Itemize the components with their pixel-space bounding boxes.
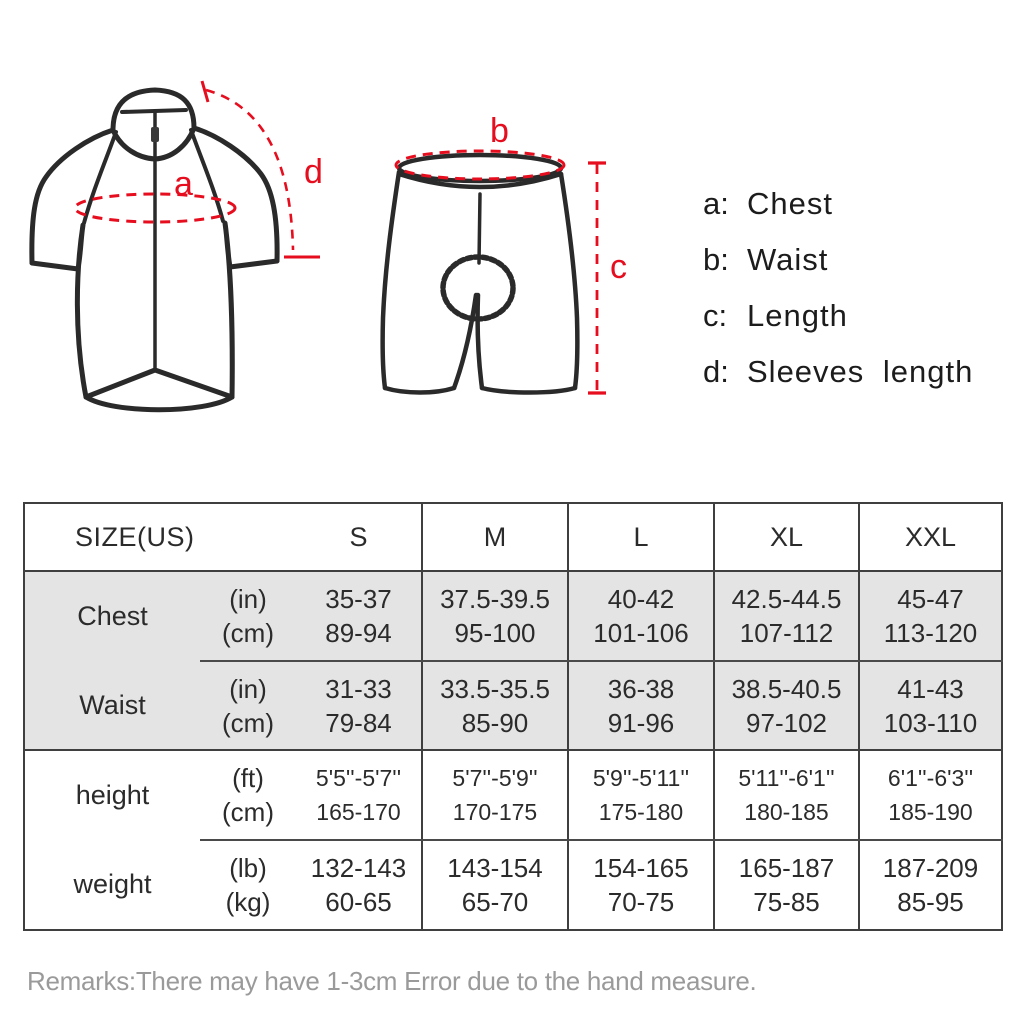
cell-chest-s: 35-37 89-94 [296, 571, 423, 662]
legend-item-a: a: Chest [703, 176, 973, 232]
row-units: (in) (cm) [200, 571, 297, 662]
legend-label: Sleeves length [747, 354, 974, 389]
table-row-weight: weight (lb) (kg) 132-143 60-65 143-154 65-7… [24, 840, 1003, 930]
table-row-height: height (ft) (cm) 5'5''-5'7'' 165-170 5'7''… [24, 750, 1003, 841]
chamois-pad [440, 254, 516, 322]
cell-chest-l: 40-42 101-106 [567, 571, 715, 662]
legend-item-b: b: Waist [703, 232, 973, 288]
legend-key: c: [703, 298, 728, 333]
legend-key: a: [703, 186, 729, 221]
row-units: (lb) (kg) [225, 853, 271, 917]
jersey-outline [29, 87, 280, 413]
chest-measure-ellipse [73, 192, 237, 224]
cell-chest-xxl: 45-47 113-120 [858, 571, 1003, 662]
shorts-outline [380, 152, 580, 395]
header-xxl: XXL [858, 503, 1003, 572]
cell-waist-s: 31-33 79-84 [296, 661, 423, 751]
cell-weight-xl: 165-187 75-85 [713, 840, 860, 930]
zipper-pull [151, 127, 159, 142]
cell-waist-l: 36-38 91-96 [567, 661, 715, 751]
cell-weight-s: 132-143 60-65 [310, 853, 407, 917]
remarks-text: Remarks:There may have 1-3cm Error due t… [27, 966, 757, 996]
table-row-chest: Chest (in) (cm) 35-37 89-94 37.5-39.5 95-10… [24, 571, 1003, 662]
cell-height-l: 5'9''-5'11'' 175-180 [567, 750, 715, 841]
cell-waist-xxl: 41-43 103-110 [858, 661, 1003, 751]
cell-height-xl: 5'11''-6'1'' 180-185 [713, 750, 860, 841]
header-size-us: SIZE(US) [24, 503, 297, 572]
cell-height-xxl: 6'1''-6'3'' 185-190 [858, 750, 1003, 841]
label-c: c [610, 248, 627, 286]
label-a: a [174, 165, 193, 203]
jersey-diagram: a d [29, 80, 323, 413]
legend-item-c: c: Length [703, 288, 973, 344]
cell-waist-xl: 38.5-40.5 97-102 [713, 661, 860, 751]
cell-weight-xxl: 187-209 85-95 [858, 840, 1003, 930]
jersey-annotations [73, 80, 320, 259]
row-label: weight [73, 869, 152, 899]
cell-chest-m: 37.5-39.5 95-100 [421, 571, 569, 662]
shorts-diagram: b c [380, 112, 627, 395]
cell-height-s: 5'5''-5'7'' 165-170 [296, 750, 423, 841]
legend-label: Length [747, 298, 848, 333]
cell-weight-m: 143-154 65-70 [421, 840, 569, 930]
legend-item-d: d: Sleeves length [703, 344, 973, 400]
row-units: (in) (cm) [200, 661, 297, 751]
label-b: b [490, 112, 509, 150]
row-units: (ft) (cm) [200, 750, 297, 841]
waist-measure-ellipse [394, 149, 566, 181]
header-l: L [567, 503, 715, 572]
row-label: height [75, 780, 150, 810]
label-d: d [304, 153, 323, 191]
header-m: M [421, 503, 569, 572]
table-row-waist: Waist (in) (cm) 31-33 79-84 33.5-35.5 85-90… [24, 661, 1003, 751]
sleeve-measure-arc [205, 88, 295, 251]
row-label: Waist [24, 661, 200, 751]
size-table: SIZE(US) S M L XL XXL Chest (in) (cm) 35-… [23, 502, 1004, 931]
legend-label: Chest [747, 186, 833, 221]
legend-key: d: [703, 354, 729, 389]
measurement-legend: a: Chest b: Waist c: Length d: Sleeves l… [703, 176, 973, 400]
header-s: S [296, 503, 423, 572]
legend-key: b: [703, 242, 729, 277]
table-header-row: SIZE(US) S M L XL XXL [24, 503, 1003, 572]
shorts-annotations [394, 149, 606, 395]
cell-chest-xl: 42.5-44.5 107-112 [713, 571, 860, 662]
cell-weight-l: 154-165 70-75 [567, 840, 715, 930]
cell-waist-m: 33.5-35.5 85-90 [421, 661, 569, 751]
sleeve-arc-start-tick [200, 80, 210, 103]
legend-label: Waist [747, 242, 829, 277]
row-label: Chest [24, 571, 200, 661]
cell-height-m: 5'7''-5'9'' 170-175 [421, 750, 569, 841]
header-xl: XL [713, 503, 860, 572]
